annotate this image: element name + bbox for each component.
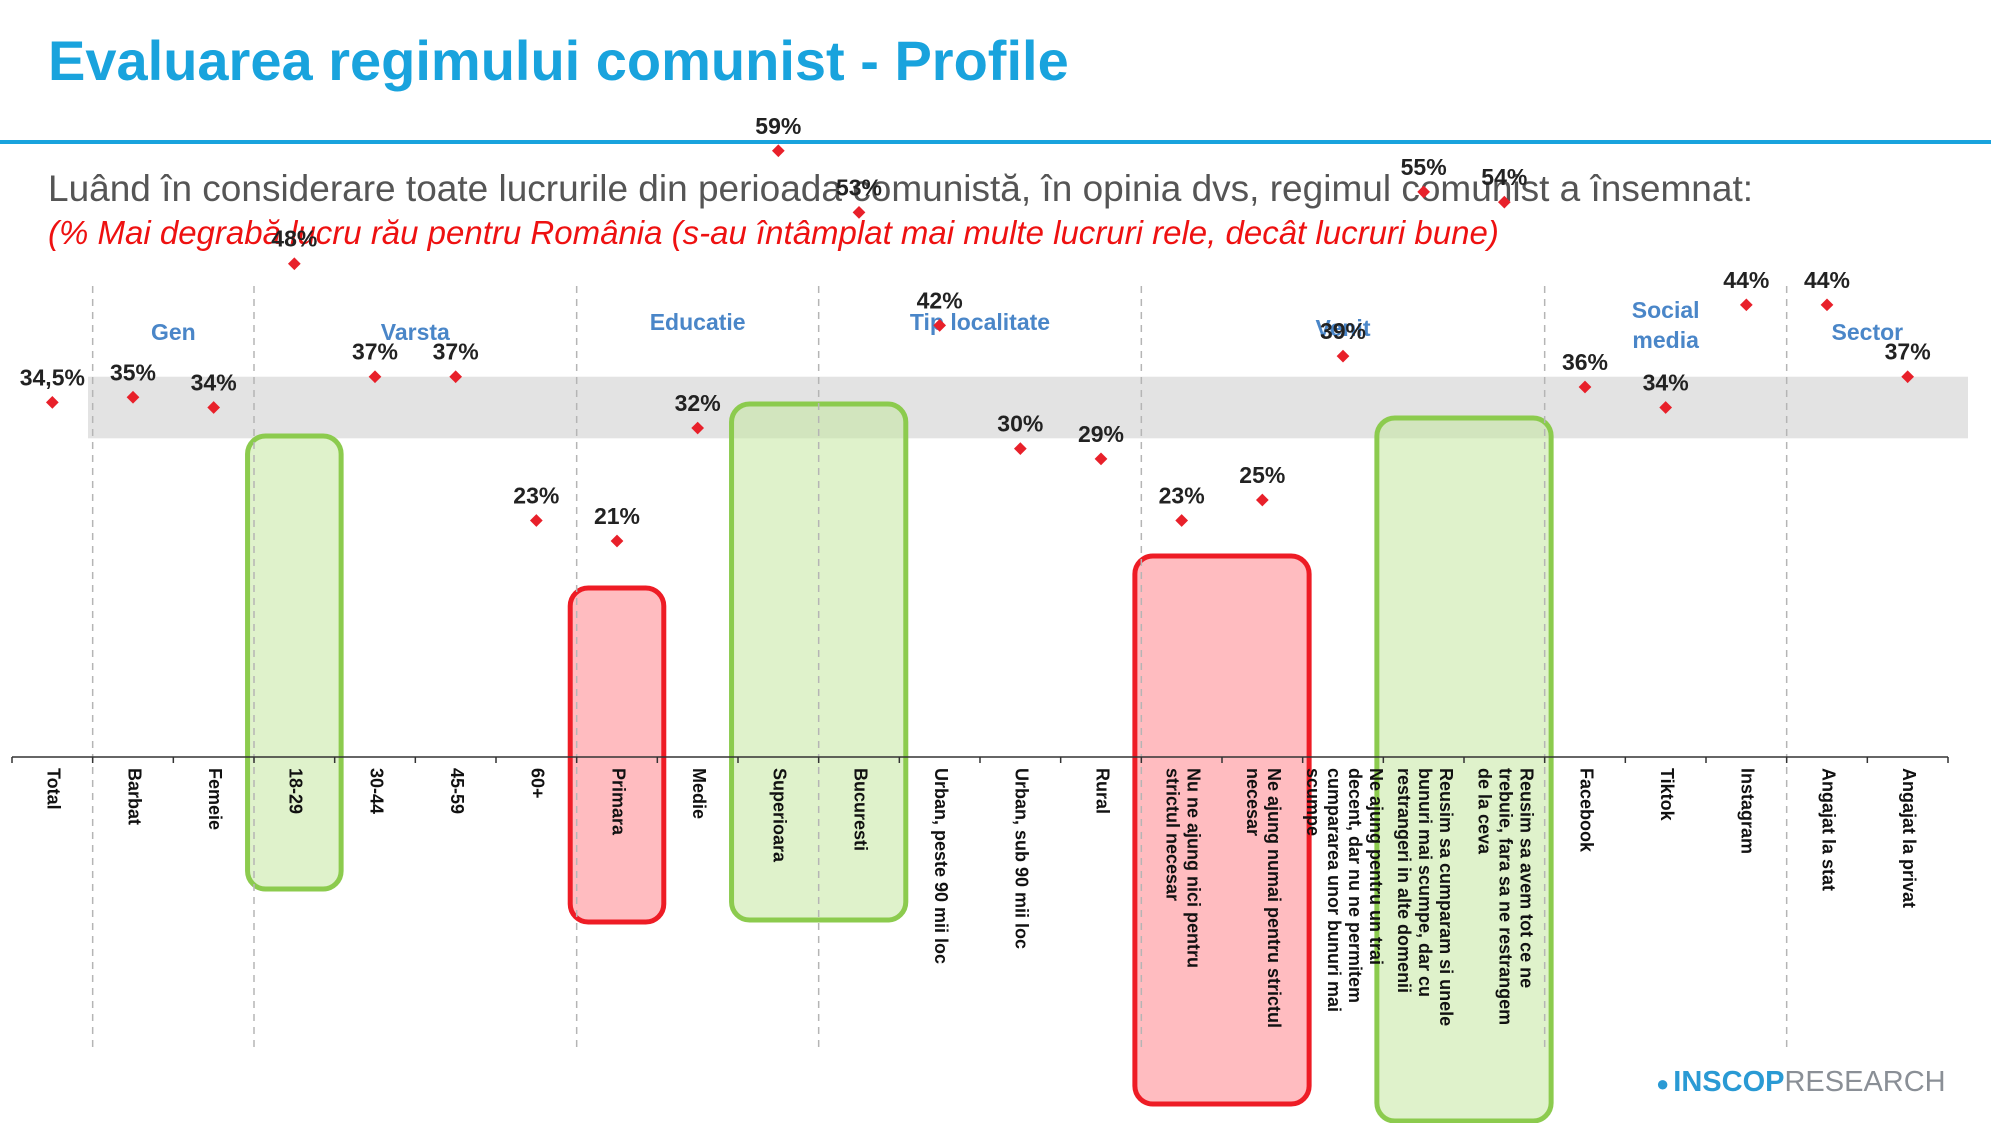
data-label: 34%: [1643, 370, 1689, 396]
data-point: [1417, 185, 1431, 199]
data-label: 34%: [191, 370, 237, 396]
data-label: 53%: [836, 174, 882, 200]
inscop-research-logo: ● INSCOPRESEARCH: [1656, 1066, 1946, 1098]
data-label: 37%: [352, 339, 398, 365]
data-point: [1336, 349, 1350, 363]
category-label: Reusim sa avem tot ce netrebuie, fara sa…: [1475, 768, 1537, 1025]
group-label: Sector: [1832, 319, 1904, 345]
data-label: 39%: [1320, 318, 1366, 344]
category-label: Angajat la privat: [1899, 768, 1919, 908]
data-label: 44%: [1723, 267, 1769, 293]
data-label: 48%: [271, 226, 317, 252]
category-label: 18-29: [286, 768, 306, 814]
category-label: Instagram: [1738, 768, 1758, 854]
group-label: Social media: [1632, 297, 1700, 353]
category-label: Barbat: [124, 768, 144, 825]
category-label: Tiktok: [1657, 768, 1677, 822]
data-label: 36%: [1562, 349, 1608, 375]
data-label: 54%: [1481, 164, 1527, 190]
category-label: Urban, sub 90 mii loc: [1012, 768, 1032, 949]
data-label: 21%: [594, 503, 640, 529]
data-label: 25%: [1239, 462, 1285, 488]
category-label: 30-44: [366, 768, 386, 814]
highlight-box-4: [1132, 553, 1312, 1107]
data-label: 30%: [997, 411, 1043, 437]
category-label: Urban, peste 90 mii loc: [931, 768, 951, 964]
reference-band: [88, 376, 1968, 439]
data-point: [368, 370, 382, 384]
data-point: [1497, 195, 1511, 209]
category-label: Bucuresti: [850, 768, 870, 851]
data-label: 29%: [1078, 421, 1124, 447]
data-point: [1094, 452, 1108, 466]
title-divider: [0, 140, 1991, 144]
data-label: 37%: [1885, 339, 1931, 365]
category-label: Rural: [1092, 768, 1112, 814]
highlight-box-2: [567, 585, 667, 925]
survey-question: Luând în considerare toate lucrurile din…: [48, 168, 1753, 209]
category-label: 60+: [528, 768, 548, 799]
category-label: Ne ajung pentru un traidecent, dar nu ne…: [1303, 768, 1386, 1012]
data-label: 44%: [1804, 267, 1850, 293]
data-point: [1013, 442, 1027, 455]
category-label: Facebook: [1576, 768, 1596, 853]
page-title: Evaluarea regimului comunist - Profile: [48, 29, 1069, 92]
group-label: Educatie: [650, 309, 746, 335]
data-label: 32%: [675, 390, 721, 416]
data-point: [852, 206, 866, 219]
data-point: [45, 396, 59, 409]
data-point: [1820, 298, 1834, 312]
group-label: Gen: [151, 319, 196, 345]
category-label: 45-59: [447, 768, 467, 814]
category-label: Femeie: [205, 768, 225, 830]
data-label: 34,5%: [20, 364, 85, 390]
data-point: [529, 514, 543, 527]
data-label: 35%: [110, 359, 156, 385]
data-point: [449, 370, 463, 384]
logo-mark-icon: ●: [1656, 1071, 1670, 1096]
survey-subquestion: (% Mai degrabă lucru rău pentru România …: [48, 214, 1499, 251]
data-point: [1175, 514, 1189, 527]
data-point: [1739, 298, 1753, 312]
data-point: [126, 390, 140, 404]
data-point: [610, 534, 624, 548]
category-label: Reusim sa cumparam si unelebunuri mai sc…: [1394, 768, 1456, 1026]
category-label: Primara: [608, 768, 628, 836]
data-label: 59%: [755, 113, 801, 139]
group-label: Venit: [1316, 315, 1371, 341]
data-point: [287, 257, 301, 271]
data-point: [1255, 493, 1269, 507]
category-label: Superioara: [770, 768, 790, 863]
category-label: Angajat la stat: [1818, 768, 1838, 891]
category-label: Medie: [689, 768, 709, 819]
data-label: 23%: [1159, 482, 1205, 508]
data-point: [771, 144, 785, 158]
group-label: Varsta: [381, 319, 450, 345]
highlight-box-1: [245, 433, 344, 892]
data-point: [207, 401, 221, 414]
group-label: Tip localitate: [910, 309, 1050, 335]
category-label: Nu ne ajung nici pentrustrictul necesar: [1162, 768, 1203, 968]
data-label: 42%: [917, 287, 963, 313]
category-label: Total: [44, 768, 64, 810]
highlight-box-5: [1374, 415, 1554, 1123]
data-label: 23%: [513, 482, 559, 508]
category-label: Ne ajung numai pentru strictulnecesar: [1243, 768, 1284, 1028]
data-label: 37%: [433, 339, 479, 365]
data-label: 55%: [1401, 154, 1447, 180]
